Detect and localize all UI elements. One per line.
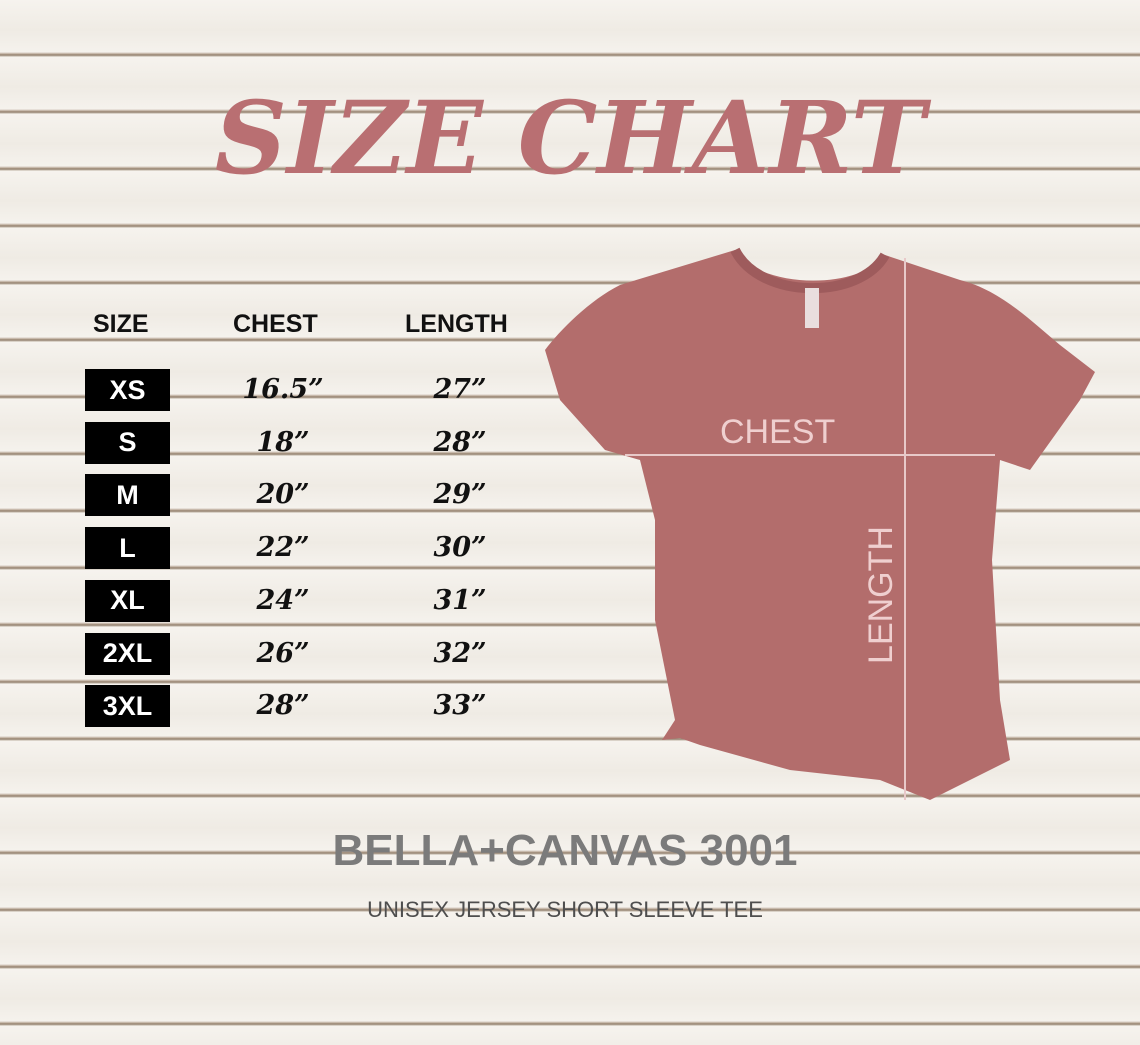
page-title: SIZE CHART <box>214 79 926 197</box>
length-value: 31” <box>433 584 487 616</box>
chest-label: CHEST <box>720 413 836 451</box>
chest-value: 22” <box>256 532 310 564</box>
size-badge: XL <box>85 579 170 622</box>
chest-value: 18” <box>256 426 310 458</box>
length-value: 29” <box>433 479 487 511</box>
size-badge: S <box>85 421 170 464</box>
size-badge: 3XL <box>85 685 170 728</box>
header-size: SIZE <box>93 310 149 338</box>
length-value: 32” <box>433 637 487 669</box>
size-badge: 2XL <box>85 632 170 675</box>
header-chest: CHEST <box>233 310 318 338</box>
chest-value: 16.5” <box>242 374 324 405</box>
length-value: 33” <box>433 690 487 722</box>
header-length: LENGTH <box>405 310 508 338</box>
brand-name: BELLA+CANVAS 3001 <box>332 826 798 875</box>
size-badge: XS <box>85 369 170 411</box>
length-value: 27” <box>433 374 487 405</box>
length-value: 30” <box>433 532 487 564</box>
tshirt-tag <box>805 288 819 328</box>
product-subtitle: UNISEX JERSEY SHORT SLEEVE TEE <box>367 897 763 922</box>
size-badge: L <box>85 527 170 570</box>
size-badge: M <box>85 474 170 517</box>
chest-value: 28” <box>256 690 310 722</box>
tshirt-collar <box>730 247 890 294</box>
length-value: 28” <box>433 426 487 458</box>
length-label: LENGTH <box>861 526 900 664</box>
tshirt-shape <box>545 250 1095 800</box>
chest-value: 20” <box>256 479 310 511</box>
chest-value: 26” <box>256 637 310 669</box>
chest-value: 24” <box>256 584 310 616</box>
